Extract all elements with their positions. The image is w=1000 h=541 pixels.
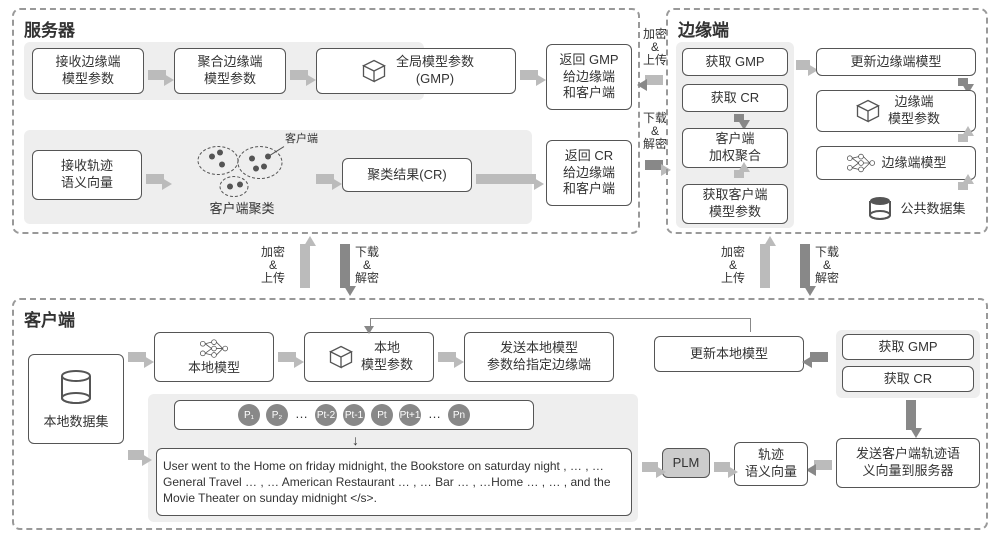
- arrow: [810, 352, 828, 362]
- nn-icon: [845, 149, 877, 177]
- download-label-3: 下载 & 解密: [812, 246, 842, 286]
- arrow: [796, 60, 810, 70]
- p-node: Pt+1: [399, 404, 421, 426]
- local-model-label: 本地模型: [188, 360, 240, 377]
- edge-get-client-params: 获取客户端 模型参数: [682, 184, 788, 224]
- edge-update: 更新边缘端模型: [816, 48, 976, 76]
- arrow: [642, 462, 658, 472]
- pub-data: 公共数据集: [854, 194, 976, 224]
- arrow: [958, 134, 968, 142]
- server-title: 服务器: [24, 16, 75, 41]
- arrow: [734, 170, 744, 178]
- arrow: [148, 70, 166, 80]
- down-small-arrow: ↓: [352, 432, 359, 448]
- local-data-label: 本地数据集: [43, 414, 108, 431]
- local-data: 本地数据集: [28, 354, 124, 444]
- arrow: [316, 174, 334, 184]
- client-title: 客户端: [24, 306, 75, 331]
- arrow: [128, 352, 146, 362]
- feedback-v1: [750, 318, 751, 332]
- db-icon: [864, 195, 896, 223]
- arrow: [476, 174, 536, 184]
- edge-model: 边缘端模型: [816, 146, 976, 180]
- edge-title: 边缘端: [678, 16, 729, 41]
- local-model: 本地模型: [154, 332, 274, 382]
- arrow: [146, 174, 164, 184]
- send-params: 发送本地模型 参数给指定边缘端: [464, 332, 614, 382]
- cluster-icon: [192, 138, 292, 201]
- p-node: Pt-1: [343, 404, 365, 426]
- upload-label-2: 加密 & 上传: [258, 246, 288, 286]
- db-icon: [56, 368, 96, 408]
- edge-client-agg: 客户端 加权聚合: [682, 128, 788, 168]
- arrow: [278, 352, 296, 362]
- traj-vec: 轨迹 语义向量: [734, 442, 808, 486]
- arrow-up-ec: [760, 244, 770, 288]
- arrow: [906, 400, 916, 430]
- local-params: 本地 模型参数: [304, 332, 434, 382]
- p-seq: P₁P₂…Pt-2Pt-1PtPt+1…Pn: [174, 400, 534, 430]
- send-traj: 发送客户端轨迹语 义向量到服务器: [836, 438, 980, 488]
- return-cr-box: 返回 CR 给边缘端 和客户端: [546, 140, 632, 206]
- arrow: [814, 460, 832, 470]
- plm-box: PLM: [662, 448, 710, 478]
- edge-params: 边缘端 模型参数: [816, 90, 976, 132]
- arrow: [714, 462, 730, 472]
- client-panel: 客户端 本地数据集 本地模型 本地 模型参数 发送本地模型 参数给指定边缘端 更…: [12, 298, 988, 530]
- recv-params-box: 接收边缘端 模型参数: [32, 48, 144, 94]
- cube-icon: [852, 97, 884, 125]
- gmp-label: 全局模型参数 (GMP): [396, 54, 474, 88]
- nn-icon: [198, 337, 230, 360]
- edge-model-label: 边缘端模型: [881, 155, 946, 172]
- arrow: [520, 70, 538, 80]
- cube-icon: [325, 343, 357, 371]
- client-get-gmp: 获取 GMP: [842, 334, 974, 360]
- arrow-up-sc: [300, 244, 310, 288]
- edge-params-label: 边缘端 模型参数: [888, 94, 940, 128]
- arrow: [734, 114, 744, 122]
- upload-label-3: 加密 & 上传: [718, 246, 748, 286]
- cluster-box: 客户端 客户端聚类: [172, 134, 312, 222]
- arrow: [290, 70, 308, 80]
- p-node: Pt-2: [315, 404, 337, 426]
- arrow: [958, 78, 968, 86]
- edge-get-gmp: 获取 GMP: [682, 48, 788, 76]
- cluster-label: 客户端聚类: [209, 201, 274, 218]
- edge-get-cr: 获取 CR: [682, 84, 788, 112]
- arrow-download: [645, 160, 663, 170]
- narrative-text: User went to the Home on friday midnight…: [163, 458, 625, 507]
- client-get-cr: 获取 CR: [842, 366, 974, 392]
- p-node: P₁: [238, 404, 260, 426]
- arrow-down-sc: [340, 244, 350, 288]
- p-node: P₂: [266, 404, 288, 426]
- cube-icon: [358, 57, 390, 85]
- arrow-encrypt-up: [645, 75, 663, 85]
- local-params-label: 本地 模型参数: [361, 340, 413, 374]
- feedback-head: [364, 326, 374, 334]
- feedback-h: [370, 318, 750, 319]
- arrow: [958, 182, 968, 190]
- pub-data-label: 公共数据集: [900, 201, 965, 218]
- cr-box: 聚类结果(CR): [342, 158, 472, 192]
- p-seq-row: P₁P₂…Pt-2Pt-1PtPt+1…Pn: [235, 404, 473, 426]
- edge-panel: 边缘端 获取 GMP 获取 CR 客户端 加权聚合 获取客户端 模型参数 更新边…: [666, 8, 988, 234]
- narrative-box: User went to the Home on friday midnight…: [156, 448, 632, 516]
- server-panel: 服务器 接收边缘端 模型参数 聚合边缘端 模型参数 全局模型参数 (GMP) 返…: [12, 8, 640, 234]
- cluster-tag: 客户端: [285, 132, 318, 146]
- recv-traj-box: 接收轨迹 语义向量: [32, 150, 142, 200]
- p-node: Pt: [371, 404, 393, 426]
- return-gmp-box: 返回 GMP 给边缘端 和客户端: [546, 44, 632, 110]
- arrow: [438, 352, 456, 362]
- arrow: [128, 450, 144, 460]
- arrow-down-ec: [800, 244, 810, 288]
- p-node: Pn: [448, 404, 470, 426]
- agg-params-box: 聚合边缘端 模型参数: [174, 48, 286, 94]
- download-label-2: 下载 & 解密: [352, 246, 382, 286]
- gmp-box: 全局模型参数 (GMP): [316, 48, 516, 94]
- update-local: 更新本地模型: [654, 336, 804, 372]
